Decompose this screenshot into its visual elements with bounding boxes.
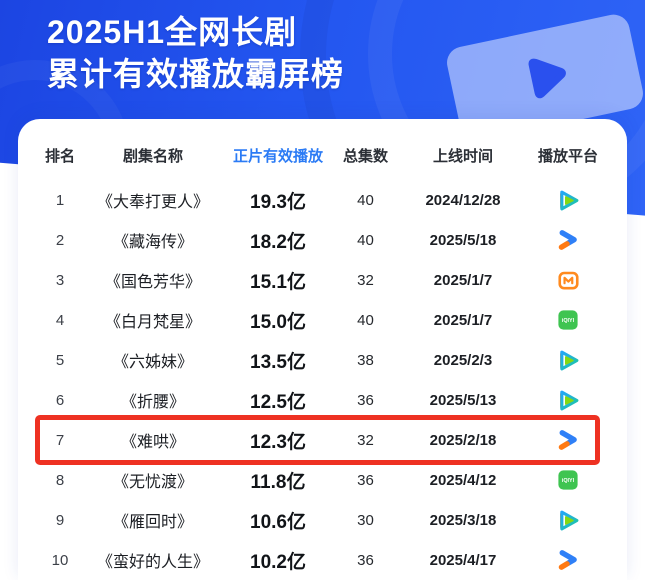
episodes-cell: 36	[357, 391, 374, 409]
column-header-title: 剧集名称	[122, 147, 183, 165]
date-cell: 2024/12/28	[425, 191, 501, 209]
page-title: 2025H1全网长剧 累计有效播放霸屏榜	[47, 11, 344, 95]
column-header-views: 正片有效播放	[232, 147, 323, 165]
tencent-video-icon	[559, 510, 578, 530]
column-header-date: 上线时间	[432, 147, 493, 165]
episodes-cell: 38	[357, 351, 374, 369]
column-header-platform: 播放平台	[537, 147, 598, 165]
play-triangle-icon	[528, 58, 566, 99]
table-body: 1 《大奉打更人》 19.3亿 40 2024/12/28 2 《藏海传》 18…	[18, 180, 627, 580]
rank-cell: 1	[55, 191, 65, 209]
title-cell: 《大奉打更人》	[96, 194, 209, 211]
title-cell: 《藏海传》	[112, 234, 193, 251]
platform-cell	[533, 388, 603, 413]
platform-cell	[533, 508, 603, 533]
episodes-cell: 32	[357, 431, 374, 449]
table-header-row: 排名 剧集名称 正片有效播放 总集数 上线时间 播放平台	[18, 139, 627, 171]
rank-cell: 7	[55, 431, 65, 449]
table-row: 6 《折腰》 12.5亿 36 2025/5/13	[18, 380, 627, 420]
table-row: 7 《难哄》 12.3亿 32 2025/2/18	[18, 415, 627, 465]
episodes-cell: 36	[357, 551, 374, 569]
platform-cell	[533, 348, 603, 373]
title-cell: 《难哄》	[120, 434, 185, 451]
column-header-rank: 排名	[44, 147, 75, 165]
tencent-video-icon	[559, 190, 578, 210]
rank-cell: 8	[55, 471, 65, 489]
views-cell: 15.1亿	[250, 271, 306, 293]
episodes-cell: 40	[357, 231, 374, 249]
table-row: 3 《国色芳华》 15.1亿 32 2025/1/7	[18, 260, 627, 300]
views-cell: 10.6亿	[250, 511, 306, 533]
youku-icon	[558, 549, 577, 570]
title-cell: 《雁回时》	[112, 514, 193, 531]
platform-cell: iQIYI	[533, 468, 603, 492]
platform-cell	[533, 188, 603, 213]
episodes-cell: 40	[357, 191, 374, 209]
title-cell: 《国色芳华》	[104, 274, 201, 291]
rank-cell: 6	[55, 391, 65, 409]
date-cell: 2025/4/12	[429, 471, 497, 489]
views-cell: 19.3亿	[250, 191, 306, 213]
date-cell: 2025/3/18	[429, 511, 497, 529]
date-cell: 2025/5/18	[429, 231, 497, 249]
svg-text:iQIYI: iQIYI	[562, 318, 575, 324]
date-cell: 2025/1/7	[433, 311, 493, 329]
title-cell: 《无忧渡》	[112, 474, 193, 491]
table-row: 10 《蛮好的人生》 10.2亿 36 2025/4/17	[18, 540, 627, 580]
date-cell: 2025/4/17	[429, 551, 497, 569]
play-card-icon	[444, 11, 645, 145]
table-row: 8 《无忧渡》 11.8亿 36 2025/4/12 iQIYI	[18, 460, 627, 500]
table-row: 5 《六姊妹》 13.5亿 38 2025/2/3	[18, 340, 627, 380]
date-cell: 2025/2/18	[429, 431, 497, 449]
youku-icon	[558, 429, 577, 450]
ranking-card: 排名 剧集名称 正片有效播放 总集数 上线时间 播放平台 1 《大奉打更人》 1…	[18, 119, 627, 580]
views-cell: 18.2亿	[250, 231, 306, 253]
views-cell: 12.3亿	[250, 431, 306, 453]
rank-cell: 5	[55, 351, 65, 369]
title-cell: 《蛮好的人生》	[96, 554, 209, 571]
date-cell: 2025/1/7	[433, 271, 493, 289]
platform-cell	[533, 428, 603, 453]
iqiyi-icon: iQIYI	[558, 470, 578, 490]
episodes-cell: 30	[357, 511, 374, 529]
youku-icon	[558, 229, 577, 250]
page-title-line-2: 累计有效播放霸屏榜	[47, 56, 345, 92]
views-cell: 12.5亿	[250, 391, 306, 413]
table-row: 4 《白月梵星》 15.0亿 40 2025/1/7 iQIYI	[18, 300, 627, 340]
title-cell: 《折腰》	[120, 394, 185, 411]
platform-cell: iQIYI	[533, 308, 603, 332]
rank-cell: 9	[55, 511, 65, 529]
views-cell: 10.2亿	[250, 551, 306, 573]
tencent-video-icon	[559, 390, 578, 410]
episodes-cell: 36	[357, 471, 374, 489]
date-cell: 2025/2/3	[433, 351, 493, 369]
rank-cell: 2	[55, 231, 65, 249]
page-title-line-1: 2025H1全网长剧	[47, 14, 298, 50]
platform-cell	[533, 548, 603, 573]
episodes-cell: 40	[357, 311, 374, 329]
svg-text:iQIYI: iQIYI	[562, 478, 575, 484]
rank-cell: 10	[51, 551, 69, 569]
views-cell: 13.5亿	[250, 351, 306, 373]
views-cell: 11.8亿	[250, 471, 306, 493]
title-cell: 《六姊妹》	[112, 354, 193, 371]
platform-cell	[533, 228, 603, 253]
iqiyi-icon: iQIYI	[558, 310, 578, 330]
platform-cell	[533, 268, 603, 293]
rank-cell: 4	[55, 311, 65, 329]
rank-cell: 3	[55, 271, 65, 289]
table-row: 1 《大奉打更人》 19.3亿 40 2024/12/28	[18, 180, 627, 220]
column-header-episodes: 总集数	[342, 147, 388, 165]
tencent-video-icon	[559, 350, 578, 370]
views-cell: 15.0亿	[250, 311, 306, 333]
date-cell: 2025/5/13	[429, 391, 497, 409]
episodes-cell: 32	[357, 271, 374, 289]
mango-tv-icon	[557, 271, 579, 290]
table-row: 9 《雁回时》 10.6亿 30 2025/3/18	[18, 500, 627, 540]
table-row: 2 《藏海传》 18.2亿 40 2025/5/18	[18, 220, 627, 260]
title-cell: 《白月梵星》	[104, 314, 201, 331]
